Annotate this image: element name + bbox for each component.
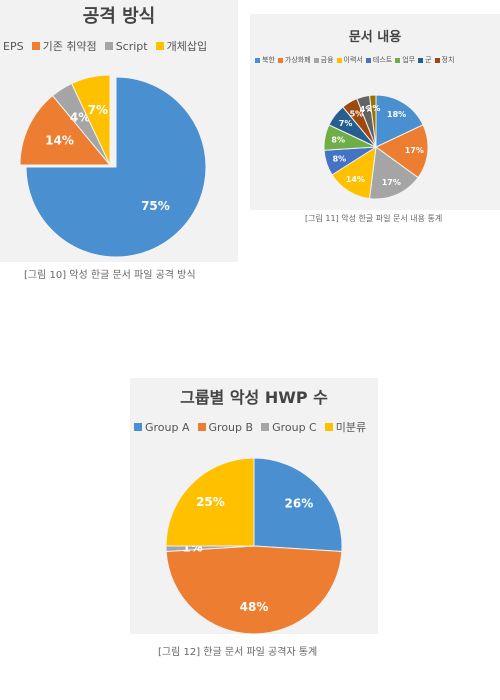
data-label: 48% [240,600,269,614]
legend-swatch [365,57,371,63]
legend-swatch [336,57,342,63]
data-label: 8% [333,154,347,163]
data-label: 14% [346,175,365,184]
legend-item: 정치 [434,55,455,65]
legend-label: Group A [145,420,190,434]
legend-item: 미분류 [324,419,367,435]
pie-slice [165,457,255,547]
legend-item: Group A [134,419,190,435]
pie-chart: 75% 14% 4%7% [19,74,207,258]
legend-swatch [324,423,333,431]
legend-item: 테스트 [365,55,393,65]
data-label: 5% [350,109,364,118]
legend-label: 정치 [441,56,455,64]
pie-slice [253,457,343,553]
pie-slice [71,74,111,166]
data-label: 75% [141,199,170,213]
legend-label: 테스트 [372,56,393,64]
pie-slice [368,146,419,200]
pie-slice [368,94,377,148]
legend-item: Script [104,38,148,54]
data-label: 8% [331,135,345,144]
chart-title: 공격 방식 [82,6,156,27]
pie-slice [375,94,424,148]
chart-title: 문서 내용 [348,30,402,45]
data-label: 17% [405,146,424,155]
legend-item: EPS [0,38,24,54]
legend-label: 금융 [320,56,334,64]
legend-swatch [255,57,260,63]
legend-item: 가상화폐 [277,55,311,65]
chart-legend: 북한 가상화폐 금융 이력서 테스트 업무 군 정치 [255,55,457,65]
legend-swatch [134,423,142,431]
data-label: 7% [88,103,108,117]
legend-label: 미분류 [335,421,367,434]
legend-label: 기존 취약점 [42,40,97,53]
legend-item: Group C [261,419,317,435]
legend-item: 금융 [313,55,334,65]
legend-item: 이력서 [336,55,363,65]
legend-label: Group C [272,420,317,434]
data-label: 18% [387,110,406,119]
legend-swatch [261,423,270,431]
legend-label: Group B [208,420,254,434]
legend-item: 군 [418,55,432,65]
legend-label: 가상화폐 [284,56,311,64]
pie-slice [165,545,343,634]
data-label: 7% [339,119,353,128]
data-label: 4% [360,105,374,114]
legend-swatch [418,57,424,63]
data-label: 14% [45,134,74,148]
chart-group-hwp: 그룹별 악성 HWP 수 Group A Group B Group C 미분류 26… [130,378,378,634]
legend-label: EPS [3,39,24,53]
legend-item: 업무 [395,55,415,65]
data-label: 2% [367,104,381,113]
legend-item: 개체삽입 [155,38,208,54]
pie-chart: 26%48%1%25% [165,457,343,634]
legend-swatch [31,42,40,50]
chart-legend: Group A Group B Group C 미분류 [134,419,374,435]
legend-swatch [277,57,283,63]
chart-document-content: 문서 내용 북한 가상화폐 금융 이력서 테스트 업무 군 정치 18% 17% 17% 14% 8%… [250,14,500,210]
chart-title: 그룹별 악성 HWP 수 [180,388,328,407]
legend-item: 기존 취약점 [31,38,97,54]
data-label: 26% [285,496,314,510]
data-label: 17% [382,178,401,187]
figure-caption: [그림 10] 악성 한글 문서 파일 공격 방식 [24,270,196,281]
legend-label: Script [115,39,148,53]
legend-swatch [395,57,401,63]
legend-item: 북한 [255,55,275,65]
legend-swatch [197,423,206,431]
legend-swatch [155,42,164,50]
legend-item: Group B [197,419,254,435]
figure-caption: [그림 11] 악성 한글 파일 문서 내용 통계 [305,214,443,223]
pie-slice [19,94,112,166]
data-label: 25% [196,495,225,509]
legend-label: 군 [425,56,432,64]
legend-swatch [313,57,319,63]
figure-caption: [그림 12] 한글 문서 파일 공격자 통계 [158,647,318,658]
data-label: 4% [70,110,90,124]
chart-legend: EPS 기존 취약점 Script 개체삽입 [0,38,215,54]
legend-label: 업무 [402,56,416,64]
legend-label: 개체삽입 [166,40,208,53]
legend-label: 북한 [262,56,275,64]
chart-attack-method: 공격 방식 EPS 기존 취약점 Script 개체삽입 75% 14% 4% 7% [0,0,238,262]
pie-slice [375,124,429,179]
pie-chart: 18% 17% 17% 14% 8% 8% 7%5%4%2% [323,94,429,200]
legend-swatch [104,42,113,50]
legend-swatch [434,57,440,63]
pie-slice [25,76,207,258]
legend-label: 이력서 [343,56,363,64]
